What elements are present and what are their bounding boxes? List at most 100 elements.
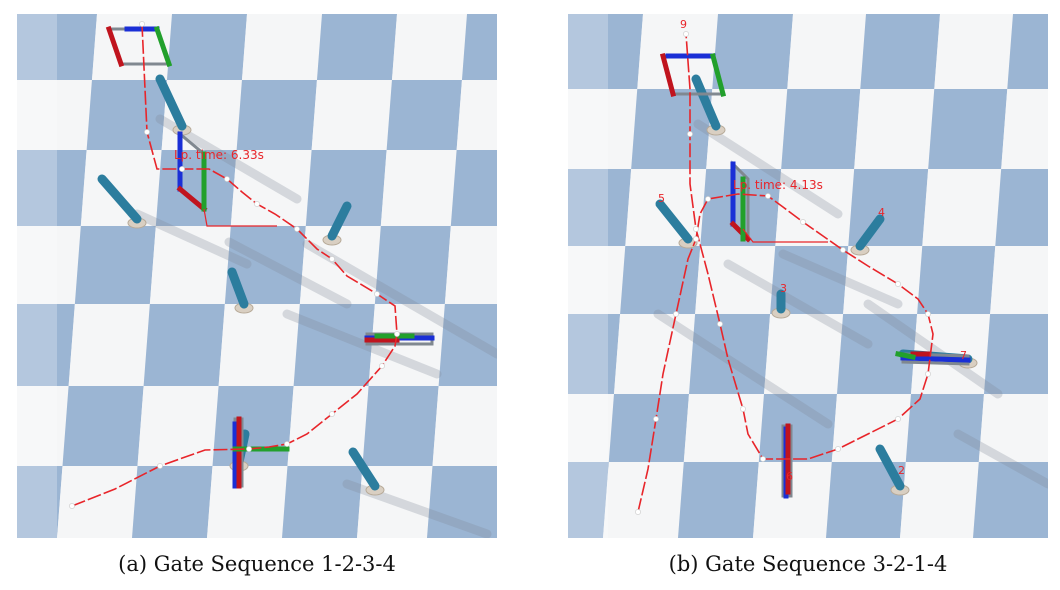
obstacle-pole [227, 267, 249, 309]
floor-tile [143, 304, 225, 386]
floor-tile [56, 466, 138, 538]
light-glow [568, 14, 608, 538]
floor-tile [836, 314, 918, 394]
floor-tile [444, 226, 497, 304]
floor-tile [17, 226, 81, 304]
floor-tile [374, 226, 451, 304]
floor-tile [706, 89, 788, 169]
floor-tile [602, 462, 684, 538]
floor-tile [905, 394, 984, 462]
floor-tile [620, 246, 701, 314]
floor-tile [831, 394, 911, 462]
floor-tile [137, 386, 219, 466]
floor-tile [568, 14, 643, 89]
floor-tile [983, 314, 1048, 394]
floor-tile [386, 80, 462, 150]
shadow-layer [132, 114, 497, 538]
waypoint-marker [673, 311, 679, 317]
floor-tile [17, 466, 63, 538]
obstacle-pole [855, 214, 885, 251]
obstacle-pole [97, 174, 142, 224]
gate-frames [659, 52, 971, 499]
floor-tile [432, 386, 497, 466]
floor-tile [787, 14, 866, 89]
floor-tile [380, 150, 457, 226]
floor-tile [305, 150, 387, 226]
waypoint-marker [925, 371, 931, 377]
floor-tile [917, 246, 996, 314]
gate-shadow [653, 119, 1048, 489]
obstacle-pole [691, 74, 721, 131]
floor-tile [568, 169, 632, 246]
floor-tile [391, 14, 467, 80]
floor-tile [218, 304, 300, 386]
floor-tile [900, 462, 979, 538]
gate-axis [709, 52, 727, 98]
waypoint-marker [705, 196, 711, 202]
gate-axis [176, 185, 208, 213]
gate-axis [105, 25, 125, 68]
waypoint-marker [157, 463, 163, 469]
gate-number-label: 6 [786, 470, 793, 483]
floor-tile [207, 466, 288, 538]
waypoint-marker [284, 441, 290, 447]
gate-axis [659, 52, 677, 98]
floor-tile [62, 386, 144, 466]
floor-tile [568, 246, 626, 314]
floor-tile [1007, 14, 1048, 89]
floor-tile [17, 386, 69, 466]
simulation-view-a: Lp. time: 6.33s [17, 14, 497, 538]
gate-axis [895, 351, 916, 360]
lap-time-label: Lp. time: 4.13s [733, 178, 823, 192]
floor-tile [316, 14, 397, 80]
scene-panel-a: Lp. time: 6.33s [17, 14, 497, 538]
waypoint-marker [224, 176, 230, 182]
floor-tile [287, 386, 369, 466]
floor-tile [568, 314, 621, 394]
floor-tile [753, 462, 832, 538]
floor-tile [91, 14, 172, 80]
obstacle-pole [327, 201, 352, 241]
gate-number-label: 2 [898, 464, 905, 477]
waypoint-marker [765, 193, 771, 199]
floor-tile [86, 80, 167, 150]
trajectory-path [635, 31, 934, 515]
floor-tile [712, 14, 793, 89]
trajectory-path [69, 21, 400, 509]
waypoint-marker [895, 281, 901, 287]
gate-number-label: 7 [960, 349, 967, 362]
floor-tile [688, 314, 771, 394]
waypoint-marker [254, 201, 260, 207]
obstacle-pole [655, 199, 693, 244]
floor-tile [212, 386, 294, 466]
floor-tile [608, 394, 689, 462]
waypoint-marker [895, 416, 901, 422]
waypoint-marker [740, 406, 746, 412]
waypoint-marker [717, 321, 723, 327]
obstacle-pole [155, 74, 187, 131]
floor-tile [928, 89, 1008, 169]
floor-tile [456, 80, 497, 150]
waypoint-marker [294, 226, 300, 232]
waypoint-marker [693, 226, 699, 232]
waypoint-marker [139, 21, 145, 27]
shadow-layer [653, 119, 1048, 489]
obstacle-pole [348, 447, 380, 491]
obstacle-pole [875, 444, 905, 491]
floor-tile [149, 226, 231, 304]
floor-tile [843, 246, 923, 314]
light-glow [17, 14, 57, 538]
waypoint-marker [760, 456, 766, 462]
floor-tile [68, 304, 150, 386]
waypoint-marker [835, 446, 841, 452]
floor-tile [236, 80, 317, 150]
waypoint-marker [374, 291, 380, 297]
floor-tile [1001, 89, 1048, 169]
waypoint-marker [379, 363, 385, 369]
waypoint-marker [687, 131, 693, 137]
floor-tile [781, 89, 861, 169]
gate-number-labels: 9 5 4 3 7 6 2 [658, 18, 967, 483]
floor-tile [826, 462, 906, 538]
waypoint-marker [394, 331, 400, 337]
floor-tile [770, 246, 849, 314]
